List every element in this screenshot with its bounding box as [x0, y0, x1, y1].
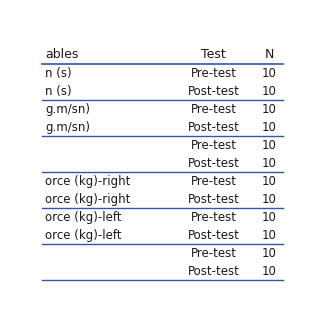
Text: 10: 10 — [262, 67, 277, 80]
Text: 10: 10 — [262, 157, 277, 170]
Text: Pre-test: Pre-test — [191, 247, 236, 260]
Text: orce (kg)-right: orce (kg)-right — [45, 175, 130, 188]
Text: g.m/sn): g.m/sn) — [45, 103, 90, 116]
Text: Post-test: Post-test — [188, 85, 240, 98]
Text: g.m/sn): g.m/sn) — [45, 121, 90, 134]
Text: Post-test: Post-test — [188, 193, 240, 206]
Text: 10: 10 — [262, 103, 277, 116]
Text: 10: 10 — [262, 121, 277, 134]
Text: 10: 10 — [262, 139, 277, 152]
Text: n (s): n (s) — [45, 67, 72, 80]
Text: Pre-test: Pre-test — [191, 67, 236, 80]
Text: Pre-test: Pre-test — [191, 103, 236, 116]
Text: 10: 10 — [262, 175, 277, 188]
Text: orce (kg)-left: orce (kg)-left — [45, 211, 122, 224]
Text: Post-test: Post-test — [188, 121, 240, 134]
Text: 10: 10 — [262, 211, 277, 224]
Text: N: N — [265, 48, 274, 61]
Text: Pre-test: Pre-test — [191, 211, 236, 224]
Text: Test: Test — [201, 48, 226, 61]
Text: 10: 10 — [262, 247, 277, 260]
Text: Post-test: Post-test — [188, 265, 240, 278]
Text: n (s): n (s) — [45, 85, 72, 98]
Text: 10: 10 — [262, 193, 277, 206]
Text: Post-test: Post-test — [188, 229, 240, 242]
Text: Pre-test: Pre-test — [191, 139, 236, 152]
Text: Pre-test: Pre-test — [191, 175, 236, 188]
Text: 10: 10 — [262, 265, 277, 278]
Text: Post-test: Post-test — [188, 157, 240, 170]
Text: 10: 10 — [262, 85, 277, 98]
Text: orce (kg)-left: orce (kg)-left — [45, 229, 122, 242]
Text: 10: 10 — [262, 229, 277, 242]
Text: orce (kg)-right: orce (kg)-right — [45, 193, 130, 206]
Text: ables: ables — [45, 48, 78, 61]
